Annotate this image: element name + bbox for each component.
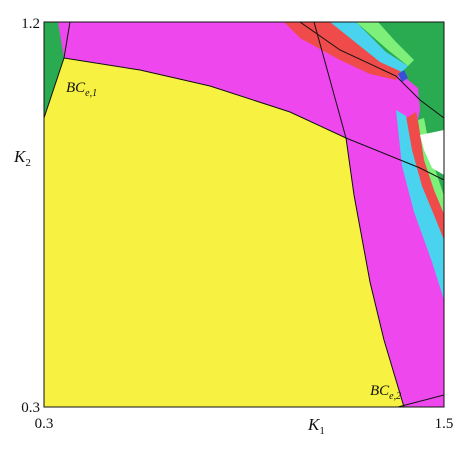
x-axis-label: K1: [307, 415, 325, 437]
annotation-BC-e2-base: BC: [370, 383, 390, 399]
x-tick-label-left: 0.3: [35, 416, 54, 432]
region-blue-speck: [398, 70, 408, 82]
annotation-BC-e2: BCe,2: [370, 383, 401, 402]
region-white-patch: [420, 130, 444, 175]
region-magenta: [58, 22, 444, 407]
annotation-BC-e1-sub: e,1: [85, 88, 97, 99]
y-axis-label-symbol: K: [13, 147, 27, 166]
plot-regions: [44, 22, 444, 407]
annotation-BC-e2-sub: e,2: [389, 391, 401, 402]
y-tick-label-bottom: 0.3: [21, 400, 40, 416]
curve-BC-e2: [397, 394, 444, 407]
region-cyan-lower: [396, 110, 444, 300]
y-axis-label-sub: 2: [25, 157, 31, 169]
region-yellow: [44, 58, 404, 407]
region-red-lower: [406, 112, 444, 250]
x-tick-label-right: 1.5: [435, 416, 454, 432]
region-cyan-upper: [330, 22, 408, 72]
annotation-BC-e1-base: BC: [66, 80, 86, 96]
curve-boundary-vertical: [313, 22, 405, 407]
y-axis-label: K2: [13, 147, 31, 169]
curve-boundary-upper: [63, 57, 444, 181]
annotation-BC-e1: BCe,1: [66, 80, 97, 99]
x-axis-label-symbol: K: [307, 415, 321, 434]
region-light-green-upper: [356, 22, 414, 66]
y-tick-label-top: 1.2: [21, 16, 40, 32]
curve-boundary-diagonal: [299, 22, 444, 119]
x-axis-label-sub: 1: [319, 425, 325, 437]
plot-frame: [43, 21, 445, 408]
